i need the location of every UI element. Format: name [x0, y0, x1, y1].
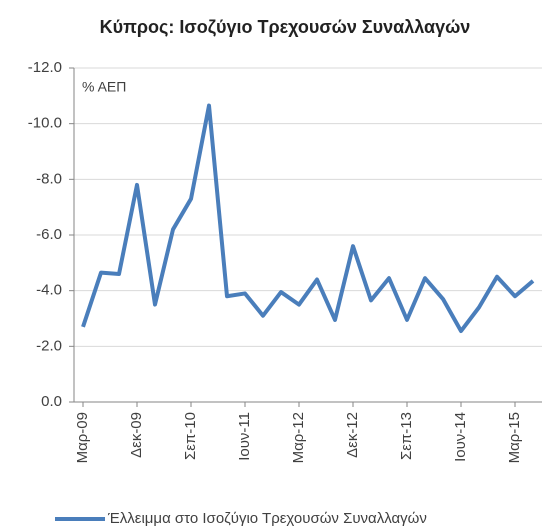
y-tick-label: -6.0: [36, 226, 62, 243]
x-tick-label: Μαρ-15: [506, 412, 523, 463]
y-tick-label: -2.0: [36, 337, 62, 354]
chart-title: Κύπρος: Ισοζύγιο Τρεχουσών Συναλλαγών: [100, 17, 471, 38]
x-tick-label: Μαρ-09: [74, 412, 91, 463]
y-tick-label: -10.0: [28, 115, 62, 132]
legend-label: Έλλειμμα στο Ισοζύγιο Τρεχουσών Συναλλαγ…: [107, 510, 427, 527]
line-series: [81, 103, 535, 334]
y-tick-label: -12.0: [28, 59, 62, 76]
x-tick-label: Σεπ-10: [182, 412, 199, 460]
y-tick-label: 0.0: [41, 393, 62, 410]
x-tick-label: Ιουν-11: [236, 412, 253, 461]
x-tick-label: Σεπ-13: [398, 412, 415, 460]
x-tick-label: Δεκ-12: [344, 412, 361, 458]
annotation: % ΑΕΠ: [82, 79, 126, 95]
x-tick-label: Ιουν-14: [452, 412, 469, 462]
y-tick-label: -4.0: [36, 282, 62, 299]
x-tick-label: Μαρ-12: [290, 412, 307, 463]
x-tick-label: Δεκ-09: [128, 412, 145, 458]
y-tick-label: -8.0: [36, 170, 62, 187]
